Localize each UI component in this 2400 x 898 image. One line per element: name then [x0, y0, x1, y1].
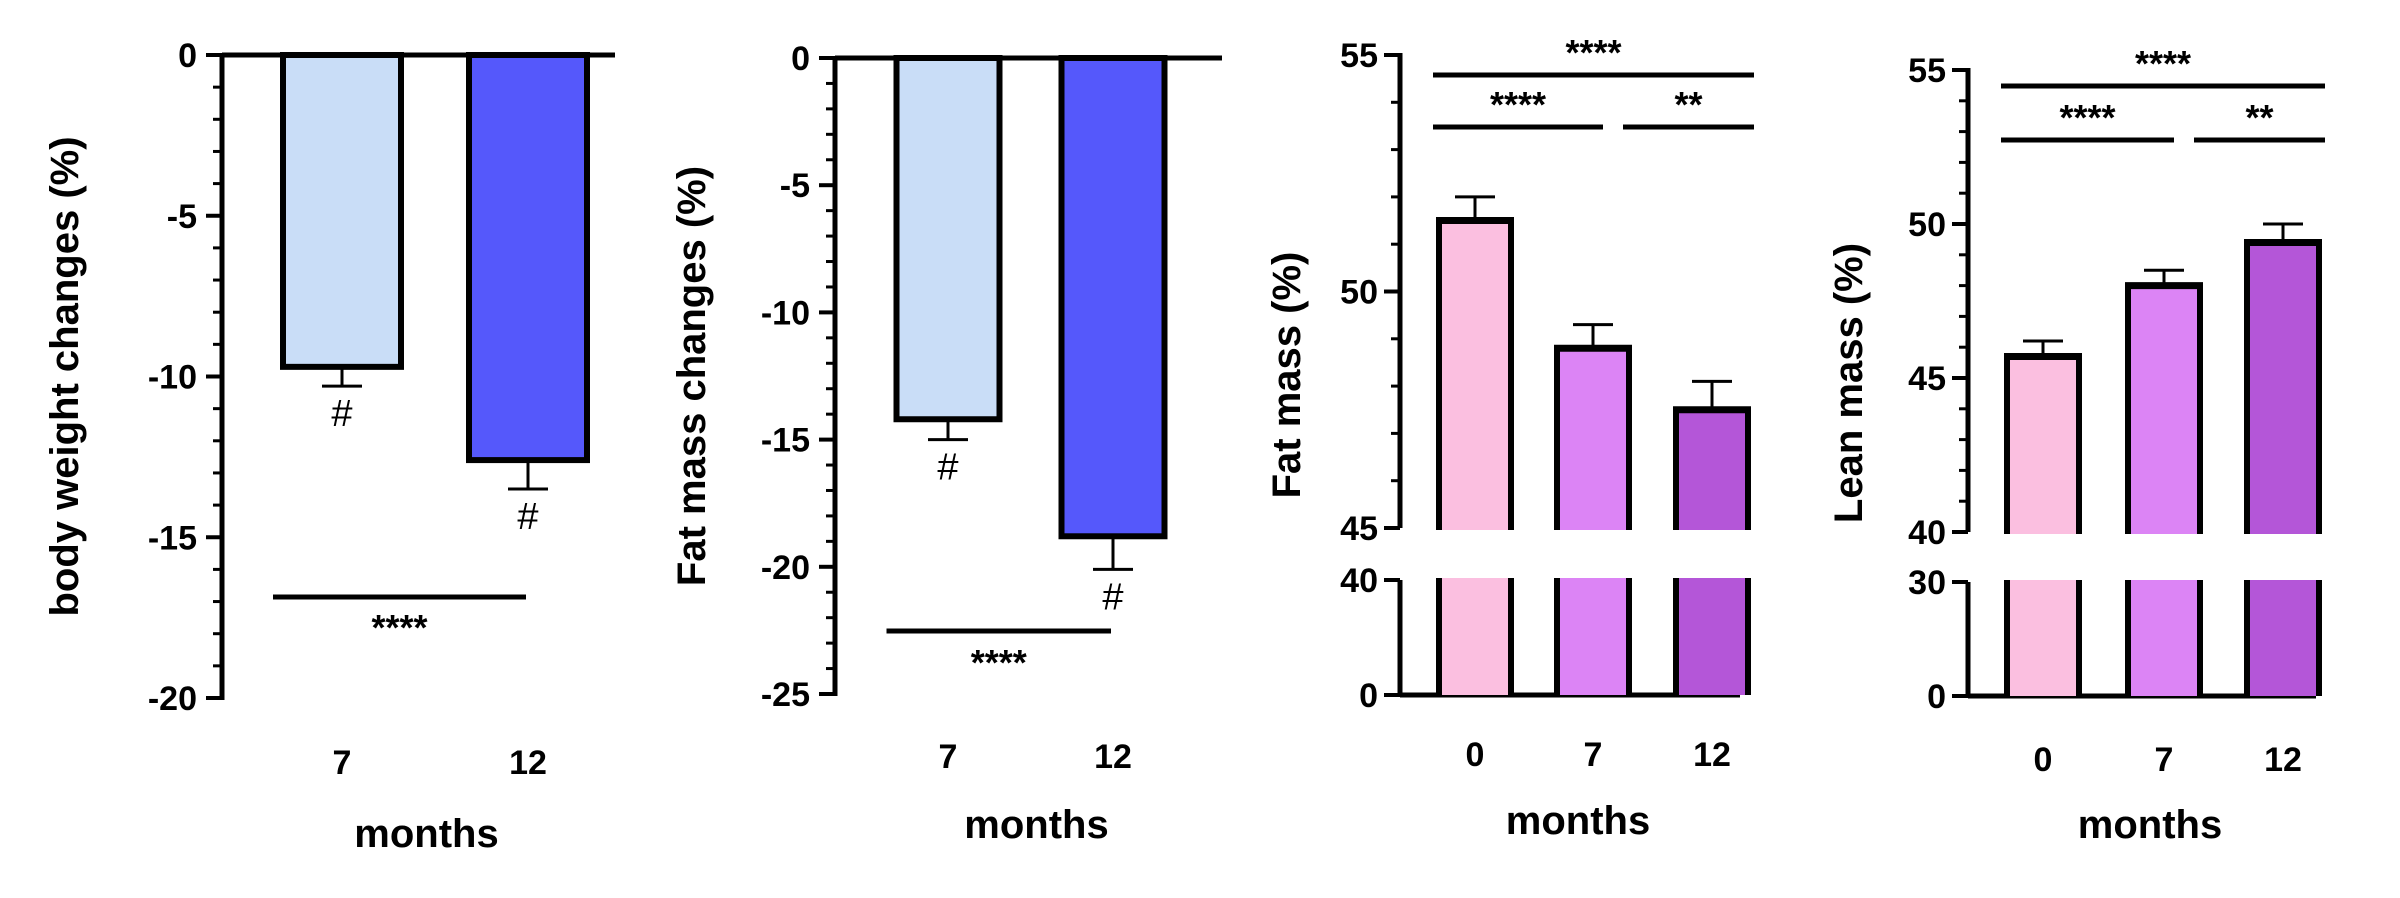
y-tick-label: 0: [178, 37, 197, 75]
bar-upper-segment: [1557, 348, 1629, 530]
chart-body-weight: body weight changes (%) months 0 -5 -10 -15 -2…: [43, 37, 615, 856]
significance-label: **: [1674, 84, 1702, 125]
bar-upper-segment: [1439, 220, 1511, 531]
bar-upper-segment: [2247, 242, 2319, 535]
x-axis-title: months: [1506, 799, 1650, 843]
significance-label: ****: [1490, 84, 1546, 125]
y-tick-label: 0: [1927, 678, 1946, 716]
significance-marker: #: [1102, 576, 1123, 618]
bar: [893, 55, 1003, 423]
x-tick-label: 0: [1466, 736, 1485, 774]
bar-lower-segment: [1676, 578, 1748, 695]
x-axis-title: months: [2078, 803, 2222, 847]
x-tick-label: 0: [2034, 741, 2053, 779]
y-tick-label: -15: [148, 519, 197, 557]
y-tick-label: -20: [761, 549, 810, 587]
y-tick-label: -15: [761, 422, 810, 460]
y-axis: 0 -5 -10 -15 -20 -25: [761, 40, 838, 714]
bar-lower-segment: [2247, 580, 2319, 696]
y-tick-label: 40: [1908, 514, 1946, 552]
y-axis-title: body weight changes (%): [43, 136, 87, 616]
y-tick-label: 50: [1340, 274, 1378, 312]
y-axis-title: Lean mass (%): [1827, 243, 1871, 523]
y-axis: 0 -5 -10 -15 -20: [148, 37, 225, 718]
y-axis-title: Fat mass (%): [1265, 252, 1309, 499]
significance-label: **: [2245, 97, 2273, 138]
significance-label: ****: [2059, 97, 2115, 138]
bar-upper-segment: [2128, 285, 2200, 534]
y-tick-label: -20: [148, 680, 197, 718]
y-axis-title: Fat mass changes (%): [670, 166, 714, 586]
x-tick-label: 12: [1693, 736, 1731, 774]
significance-label: ****: [971, 642, 1027, 683]
x-tick-label: 7: [2155, 741, 2174, 779]
y-tick-label: -10: [761, 294, 810, 332]
y-tick-label: 0: [791, 40, 810, 78]
bar: [280, 52, 404, 370]
significance-marker: #: [331, 393, 352, 435]
significance-label: ****: [1565, 32, 1621, 73]
significance-label: ****: [371, 607, 427, 648]
y-tick-label: 45: [1340, 510, 1378, 548]
y-tick-label: -10: [148, 359, 197, 397]
y-tick-label: 55: [1340, 37, 1378, 75]
y-tick-label: 0: [1359, 677, 1378, 715]
x-tick-label: 7: [333, 744, 352, 782]
bar-upper-segment: [2007, 356, 2079, 534]
bar-lower-segment: [1439, 578, 1511, 695]
bar: [466, 52, 590, 464]
significance-marker: #: [517, 496, 538, 538]
x-tick-label: 7: [939, 738, 958, 776]
y-tick-label: -25: [761, 676, 810, 714]
x-tick-label: 12: [2264, 741, 2302, 779]
x-axis-title: months: [354, 812, 498, 856]
x-axis-title: months: [964, 803, 1108, 847]
bar-lower-segment: [2007, 580, 2079, 696]
y-axis: 45 50 55 0 40: [1340, 37, 1403, 715]
x-tick-label: 12: [509, 744, 547, 782]
chart-fat-mass-change: Fat mass changes (%) months 0 -5 -10 -15 -20 -2…: [670, 40, 1222, 847]
y-tick-label: 45: [1908, 360, 1946, 398]
y-axis: 40 45 50 55 0 30: [1908, 52, 1971, 716]
y-tick-label: 40: [1340, 562, 1378, 600]
y-tick-label: 55: [1908, 52, 1946, 90]
y-tick-label: -5: [780, 167, 810, 205]
bar: [1058, 55, 1168, 540]
bar-lower-segment: [2128, 580, 2200, 696]
y-tick-label: 30: [1908, 564, 1946, 602]
x-tick-label: 12: [1094, 738, 1132, 776]
y-tick-label: 50: [1908, 206, 1946, 244]
y-tick-label: -5: [167, 198, 197, 236]
bar-lower-segment: [1557, 578, 1629, 695]
bar-upper-segment: [1676, 409, 1748, 530]
significance-marker: #: [937, 447, 958, 489]
significance-label: ****: [2135, 43, 2191, 84]
x-tick-label: 7: [1584, 736, 1603, 774]
